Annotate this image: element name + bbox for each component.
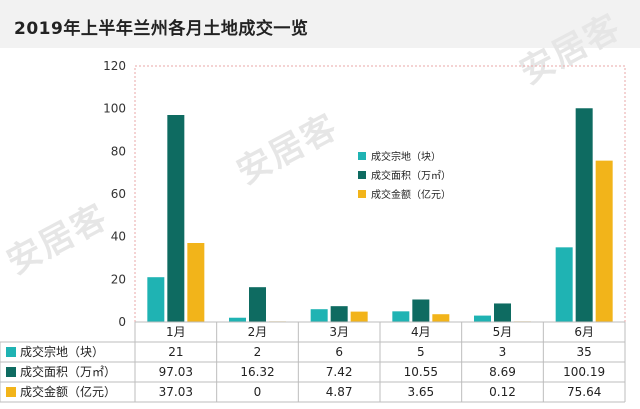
legend-key <box>358 152 366 160</box>
bar <box>595 160 613 322</box>
table-series-label: 成交面积（万㎡） <box>20 364 116 379</box>
y-tick-label: 20 <box>111 272 126 286</box>
x-tick-label: 5月 <box>493 325 513 339</box>
bar <box>494 303 511 322</box>
table-legend-key <box>6 347 16 357</box>
data-label: 21 <box>168 345 183 359</box>
table-legend-key <box>6 367 16 377</box>
data-label: 5 <box>417 345 425 359</box>
data-label: 3.65 <box>407 385 434 399</box>
table-series-label: 成交金额（亿元） <box>20 384 116 399</box>
bar <box>147 277 165 322</box>
data-label: 4.87 <box>326 385 353 399</box>
data-label: 0 <box>254 385 262 399</box>
bar <box>474 315 491 322</box>
data-label: 100.19 <box>563 365 605 379</box>
bar <box>330 306 348 322</box>
bar <box>432 314 450 322</box>
data-label: 0.12 <box>489 385 516 399</box>
y-tick-label: 40 <box>111 230 126 244</box>
plot-area-frame <box>134 65 626 323</box>
bar <box>555 247 573 322</box>
bar <box>575 108 593 322</box>
data-label: 16.32 <box>240 365 274 379</box>
x-tick-label: 2月 <box>248 325 268 339</box>
y-tick-label: 120 <box>103 59 126 73</box>
bar <box>350 311 368 322</box>
chart-title: 2019年上半年兰州各月土地成交一览 <box>14 19 309 39</box>
x-tick-label: 3月 <box>329 325 349 339</box>
bar <box>412 299 430 322</box>
legend-key <box>358 190 366 198</box>
y-tick-label: 80 <box>111 144 126 158</box>
data-label: 75.64 <box>567 385 601 399</box>
bar <box>187 243 205 322</box>
y-tick-label: 100 <box>103 102 126 116</box>
data-label: 35 <box>577 345 592 359</box>
legend-label: 成交金额（亿元） <box>371 188 451 201</box>
legend-label: 成交面积（万㎡） <box>371 169 451 182</box>
bar <box>229 317 246 322</box>
data-label: 8.69 <box>489 365 516 379</box>
data-label: 37.03 <box>159 385 193 399</box>
data-label: 97.03 <box>159 365 193 379</box>
legend-label: 成交宗地（块） <box>371 150 441 163</box>
title-bar: 2019年上半年兰州各月土地成交一览 <box>0 0 640 48</box>
data-label: 2 <box>254 345 262 359</box>
data-label: 3 <box>499 345 507 359</box>
data-label: 6 <box>335 345 343 359</box>
x-tick-label: 4月 <box>411 325 431 339</box>
bar <box>310 309 328 322</box>
table-series-label: 成交宗地（块） <box>20 344 104 359</box>
data-label: 7.42 <box>326 365 353 379</box>
x-tick-label: 6月 <box>574 325 594 339</box>
y-tick-label: 0 <box>118 315 126 329</box>
legend-key <box>358 171 366 179</box>
bar <box>392 311 410 322</box>
data-label: 10.55 <box>404 365 438 379</box>
bar <box>167 115 185 322</box>
table-legend-key <box>6 387 16 397</box>
y-tick-label: 60 <box>111 187 126 201</box>
x-tick-label: 1月 <box>166 325 186 339</box>
bar <box>249 287 266 322</box>
